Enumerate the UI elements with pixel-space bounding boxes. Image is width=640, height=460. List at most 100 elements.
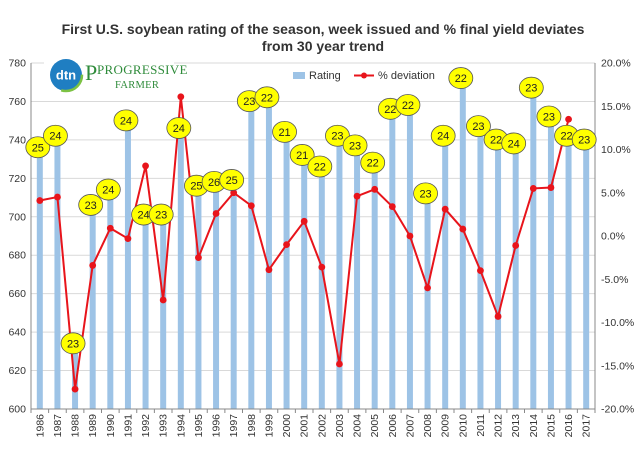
point-deviation-1999 (265, 266, 273, 274)
week-label-1988: 23 (67, 338, 79, 350)
y-left-tick-label: 600 (8, 404, 26, 416)
point-deviation-1993 (159, 296, 167, 304)
x-tick-label-2008: 2008 (422, 414, 434, 438)
logo-leading-letter: P (85, 60, 97, 85)
y-right-tick-label: 10.0% (601, 144, 631, 156)
point-deviation-2013 (512, 242, 520, 249)
week-label-2001: 21 (296, 150, 308, 162)
y-right-tick-label: -5.0% (601, 274, 628, 286)
week-label-2014: 23 (525, 83, 537, 95)
x-tick-label-1986: 1986 (34, 414, 46, 438)
x-tick-label-1989: 1989 (87, 414, 99, 438)
week-bubble-1988 (60, 332, 86, 355)
point-deviation-2002 (318, 263, 326, 271)
x-tick-label-2010: 2010 (457, 414, 469, 438)
y-left-tick-label: 760 (8, 96, 26, 108)
bar-rating-2005 (371, 170, 378, 409)
chart-title-line-1: First U.S. soybean rating of the season,… (62, 21, 585, 37)
x-tick-label-1992: 1992 (140, 414, 152, 438)
point-deviation-1991 (124, 235, 132, 242)
week-bubble-2001 (289, 144, 315, 166)
bar-rating-2007 (406, 112, 413, 409)
legend-label-deviation: % deviation (378, 70, 435, 82)
point-deviation-1989 (89, 262, 97, 269)
point-deviation-2005 (371, 185, 379, 193)
y-left-tick-label: 740 (8, 134, 26, 146)
week-label-1987: 24 (49, 131, 61, 143)
x-tick-label-1995: 1995 (193, 414, 205, 438)
bar-rating-1997 (230, 187, 237, 409)
week-label-2000: 21 (278, 127, 290, 139)
logo-badge-text: dtn (56, 68, 76, 83)
week-bubble-1990 (95, 178, 121, 201)
x-tick-label-1987: 1987 (52, 414, 64, 438)
week-bubble-1986 (25, 136, 51, 159)
bar-rating-1986 (36, 155, 43, 409)
point-deviation-1998 (247, 202, 255, 210)
week-bubble-1994 (166, 117, 192, 139)
bar-rating-1987 (54, 143, 61, 409)
week-label-2005: 22 (367, 158, 379, 170)
week-bubble-2005 (360, 151, 386, 174)
bar-rating-1989 (89, 212, 96, 409)
bar-rating-2002 (318, 174, 325, 409)
week-label-1996: 26 (208, 177, 220, 189)
bar-rating-2000 (283, 139, 290, 409)
x-tick-label-1993: 1993 (158, 414, 170, 438)
logo-badge-icon (50, 59, 82, 91)
point-deviation-2010 (459, 225, 467, 233)
week-labels: 25 24 23 23 24 24 24 23 24 25 26 25 23 22 21 21 22 23 23 22… (25, 67, 597, 355)
x-tick-label-2012: 2012 (493, 414, 505, 438)
x-tick-label-1994: 1994 (175, 414, 187, 438)
week-label-1993: 23 (155, 210, 167, 222)
line-series-deviation (36, 93, 572, 393)
point-deviation-1994 (177, 93, 185, 101)
point-deviation-2003 (336, 360, 343, 368)
point-deviation-1997 (230, 189, 238, 197)
legend-label-rating: Rating (309, 70, 341, 82)
x-tick-label-2005: 2005 (369, 414, 381, 438)
x-tick-label-1991: 1991 (122, 414, 134, 438)
y-right-tick-label: 0.0% (601, 231, 625, 243)
y-left-tick-label: 680 (8, 250, 26, 262)
x-tick-label-2016: 2016 (563, 414, 575, 438)
week-label-2006: 22 (384, 104, 396, 116)
week-bubble-1999 (254, 86, 280, 109)
x-tick-label-2011: 2011 (475, 414, 487, 437)
bar-rating-2006 (389, 116, 396, 410)
x-tick-label-1988: 1988 (70, 414, 82, 438)
point-deviation-2011 (477, 267, 484, 274)
bar-rating-2012 (495, 147, 502, 410)
x-tick-label-2006: 2006 (387, 414, 399, 438)
x-tick-label-2013: 2013 (510, 414, 522, 438)
week-label-1997: 25 (226, 175, 238, 187)
week-label-1990: 24 (102, 185, 114, 197)
point-deviation-1987 (54, 193, 61, 201)
point-deviation-1996 (212, 210, 220, 217)
week-label-1994: 24 (173, 123, 185, 135)
axes: 600 620 640 660 680 700 720 740 760 780 -20.0% -15.… (8, 58, 634, 438)
week-bubble-2015 (536, 105, 562, 128)
point-deviation-2012 (494, 313, 502, 320)
week-label-2010: 22 (455, 73, 467, 85)
x-tick-label-1999: 1999 (263, 414, 275, 438)
bar-rating-2013 (512, 151, 519, 409)
week-label-2012: 22 (490, 135, 502, 147)
bar-rating-1990 (107, 197, 114, 409)
week-label-1986: 25 (32, 142, 44, 154)
bar-rating-1992 (142, 222, 149, 409)
x-tick-label-2009: 2009 (440, 414, 452, 438)
x-tick-label-2017: 2017 (581, 414, 593, 438)
week-label-2011: 23 (472, 121, 484, 133)
week-label-1998: 23 (243, 96, 255, 108)
x-tick-label-2000: 2000 (281, 414, 293, 438)
logo: dtn P PROGRESSIVE FARMER (44, 56, 187, 98)
x-tick-label-2003: 2003 (334, 414, 346, 438)
week-label-2008: 23 (419, 188, 431, 200)
point-deviation-1986 (36, 197, 44, 204)
legend-swatch-deviation-marker (361, 72, 367, 79)
week-bubble-2017 (571, 128, 597, 151)
x-tick-label-1996: 1996 (211, 414, 223, 438)
week-label-1989: 23 (85, 200, 97, 212)
